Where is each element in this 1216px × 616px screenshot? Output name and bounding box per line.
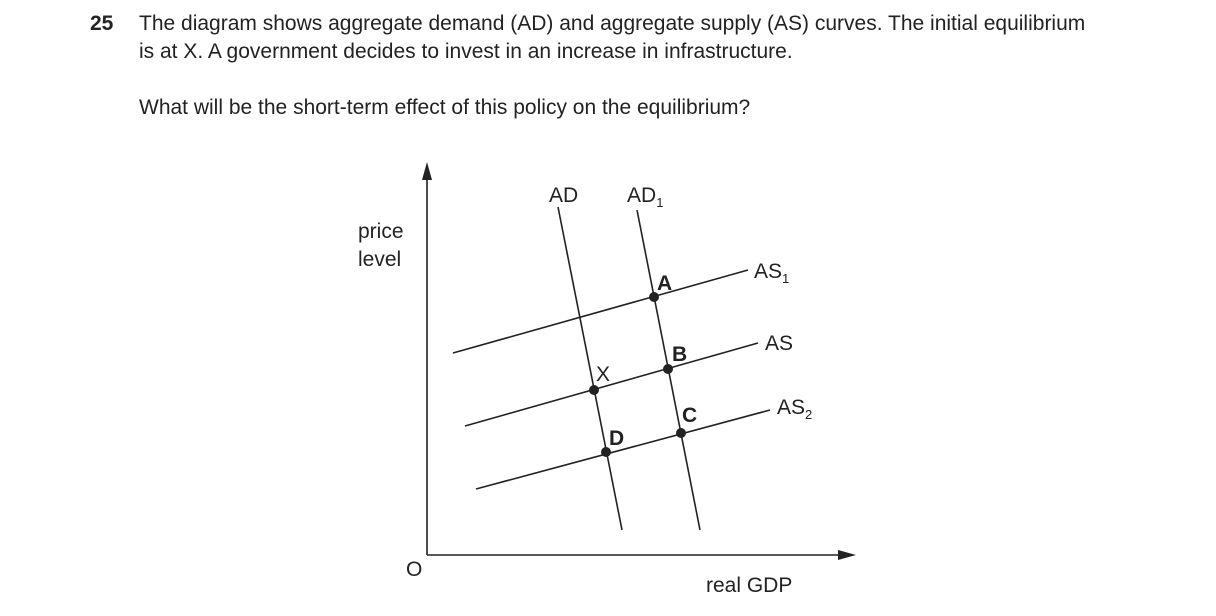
label: AD [549, 184, 578, 207]
label: AS [754, 260, 782, 283]
point-label: X [596, 363, 610, 386]
y-axis-label: level [358, 248, 401, 271]
diagram: price level O real GDP AD AD1 AS1 AS AS2… [358, 162, 856, 597]
ad-curve [557, 206, 623, 531]
as1-curve [452, 269, 749, 354]
curve-label: AD1 [627, 184, 663, 210]
as-curve [464, 342, 759, 427]
x-axis-label: real GDP [706, 574, 792, 597]
label: AD [627, 184, 656, 207]
point [663, 364, 673, 374]
as2-curve [475, 409, 771, 490]
subscript: 1 [656, 195, 663, 210]
question-prompt: What will be the short-term effect of th… [139, 96, 750, 119]
point-label: A [657, 272, 672, 295]
curve-label: AS2 [777, 396, 812, 422]
origin-label: O [406, 558, 422, 581]
x-arrow [838, 550, 856, 560]
subscript: 1 [782, 271, 789, 286]
point-label: B [672, 343, 687, 366]
question-line: is at X. A government decides to invest … [139, 40, 793, 63]
point [601, 447, 611, 457]
curve-label: AD [549, 184, 578, 207]
point [676, 428, 686, 438]
question-number: 25 [90, 12, 114, 35]
point [649, 292, 659, 302]
curve-label: AS [765, 332, 793, 355]
curve-label: AS1 [754, 260, 789, 286]
point-label: C [682, 404, 697, 427]
y-axis-label: price [358, 220, 404, 243]
point [589, 385, 599, 395]
y-arrow [422, 162, 432, 180]
label: AS [765, 332, 793, 355]
point-label: D [609, 427, 624, 450]
subscript: 2 [805, 407, 812, 422]
question-line: The diagram shows aggregate demand (AD) … [139, 12, 1085, 35]
label: AS [777, 396, 805, 419]
